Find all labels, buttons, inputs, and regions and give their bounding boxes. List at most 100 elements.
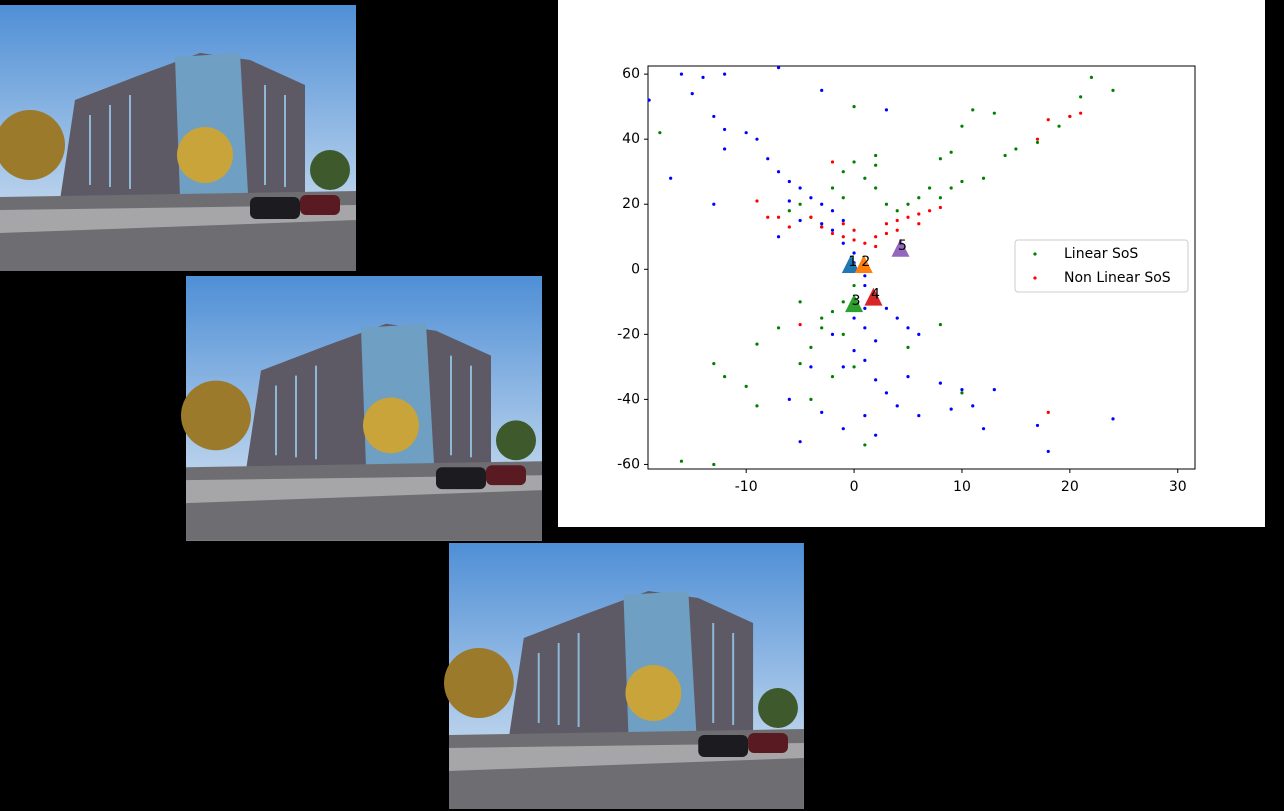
point xyxy=(798,300,802,304)
point xyxy=(723,72,727,76)
point xyxy=(830,231,835,236)
y-tick-label: -60 xyxy=(617,456,640,472)
point xyxy=(755,137,759,141)
y-tick-label: 0 xyxy=(631,261,640,277)
point xyxy=(798,362,802,366)
point xyxy=(906,375,910,379)
point xyxy=(884,306,889,310)
point xyxy=(723,147,727,151)
point xyxy=(841,365,845,369)
point xyxy=(820,410,824,415)
point xyxy=(830,332,835,336)
point xyxy=(949,150,953,154)
point xyxy=(776,235,781,239)
camera-marker xyxy=(854,255,873,274)
point xyxy=(841,300,845,304)
point xyxy=(1068,114,1072,119)
point xyxy=(949,407,953,411)
point xyxy=(917,196,921,200)
point xyxy=(820,316,824,320)
point xyxy=(874,163,878,167)
camera-marker xyxy=(864,287,883,306)
point xyxy=(852,316,856,320)
point xyxy=(906,202,910,206)
x-tick-label: 0 xyxy=(850,479,859,495)
point xyxy=(852,238,856,242)
point xyxy=(1046,449,1050,454)
point xyxy=(755,342,759,346)
point xyxy=(744,131,748,135)
point xyxy=(841,235,845,239)
y-tick-label: 40 xyxy=(622,131,640,147)
point xyxy=(960,388,964,392)
y-tick-label: -20 xyxy=(617,326,640,342)
point xyxy=(863,274,867,278)
point xyxy=(863,326,867,330)
point xyxy=(776,215,781,219)
x-tick-label: 10 xyxy=(953,479,971,495)
point xyxy=(820,225,824,229)
camera-marker xyxy=(891,238,910,257)
point xyxy=(1035,140,1040,145)
point xyxy=(1111,417,1115,421)
camera-label: 5 xyxy=(898,238,907,254)
point xyxy=(809,215,813,219)
point xyxy=(917,222,921,226)
point xyxy=(852,365,856,369)
point xyxy=(1014,147,1018,151)
x-tick-label: -10 xyxy=(735,479,758,495)
point xyxy=(852,349,856,353)
point xyxy=(884,222,889,226)
point xyxy=(701,75,705,79)
point xyxy=(712,362,716,366)
point xyxy=(1079,95,1083,99)
point xyxy=(895,316,899,320)
point xyxy=(820,88,824,92)
point xyxy=(755,404,759,408)
point xyxy=(712,202,716,206)
point xyxy=(744,384,748,388)
point xyxy=(766,157,770,161)
point xyxy=(917,212,921,216)
point xyxy=(690,92,694,96)
y-tick-label: -40 xyxy=(617,391,640,407)
point xyxy=(949,186,953,190)
point xyxy=(927,186,932,190)
point xyxy=(874,339,878,343)
point xyxy=(981,176,986,180)
point xyxy=(906,326,910,330)
photo xyxy=(180,275,543,542)
point xyxy=(669,176,673,180)
point xyxy=(863,283,867,288)
point xyxy=(960,391,964,395)
point xyxy=(1079,111,1083,115)
point xyxy=(809,196,813,200)
point xyxy=(679,459,684,463)
point xyxy=(874,186,878,190)
point xyxy=(809,365,813,369)
point xyxy=(830,186,835,190)
point xyxy=(917,332,921,336)
point xyxy=(884,391,889,395)
point xyxy=(917,414,921,418)
point xyxy=(874,378,878,382)
point xyxy=(906,215,910,219)
point xyxy=(863,176,867,180)
point xyxy=(820,202,824,206)
legend-marker xyxy=(1033,252,1037,256)
point xyxy=(787,225,791,229)
camera-label: 2 xyxy=(861,254,870,270)
point xyxy=(723,375,727,379)
point xyxy=(787,199,791,203)
point xyxy=(1089,75,1094,79)
plot-frame xyxy=(647,65,1196,470)
point xyxy=(841,196,845,200)
point xyxy=(841,170,845,174)
point xyxy=(830,309,835,314)
camera-label: 4 xyxy=(871,287,880,303)
point xyxy=(874,235,878,239)
point xyxy=(938,205,942,210)
point xyxy=(863,306,867,310)
point xyxy=(874,244,878,249)
point xyxy=(852,105,856,109)
